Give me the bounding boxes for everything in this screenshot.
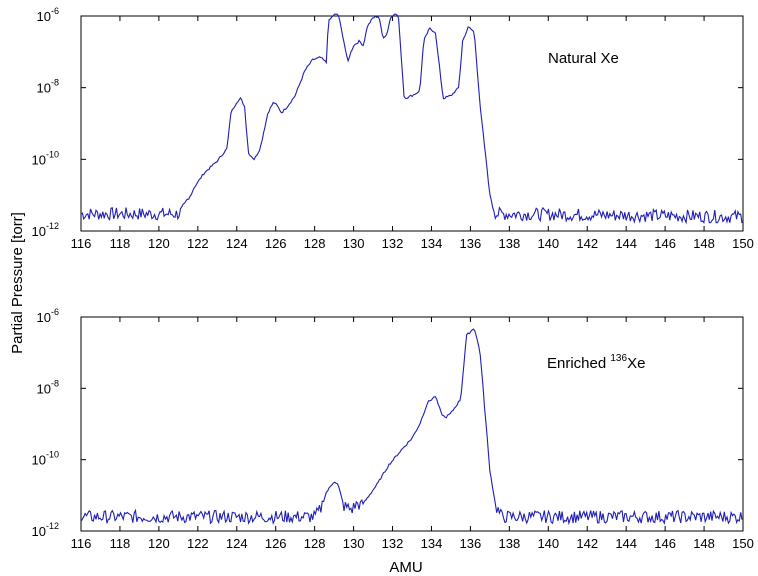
- x-tick-label: 130: [343, 536, 365, 551]
- y-axis-label: Partial Pressure [torr]: [9, 212, 26, 354]
- y-tick-label: 10-10: [32, 149, 59, 167]
- x-tick-label: 148: [693, 236, 715, 251]
- y-tick-label: 10-6: [37, 6, 59, 24]
- y-tick-label: 10-10: [32, 450, 59, 468]
- x-tick-label: 116: [71, 536, 92, 551]
- plot-frame: [80, 15, 744, 232]
- x-tick-label: 130: [343, 236, 365, 251]
- y-tick-label: 10-6: [37, 307, 59, 325]
- y-tick-label: 10-12: [32, 521, 59, 539]
- y-tick-label: 10-12: [32, 221, 59, 239]
- bottom-panel-enriched-xe: 116 118 120 122 124 126 128 130 132 134 136 138 140 1…: [32, 307, 754, 551]
- x-tick-label: 118: [110, 536, 131, 551]
- x-tick-label: 128: [304, 236, 326, 251]
- x-tick-label: 146: [654, 536, 676, 551]
- x-tick-label: 150: [732, 536, 754, 551]
- x-tick-label: 126: [265, 536, 287, 551]
- top-panel-natural-xe: 116 118 120 122 124 126 128 130 132 134 136 138 140 1…: [32, 6, 754, 251]
- x-tick-label: 134: [421, 536, 443, 551]
- x-tick-label: 144: [615, 236, 637, 251]
- x-tick-label: 120: [148, 536, 170, 551]
- x-tick-label: 144: [615, 536, 637, 551]
- x-tick-label: 142: [576, 536, 598, 551]
- x-axis-label: AMU: [389, 559, 422, 576]
- x-tick-label: 128: [304, 536, 326, 551]
- plot-frame: [80, 316, 744, 532]
- x-tick-label: 124: [226, 536, 248, 551]
- x-tick-label: 140: [537, 236, 559, 251]
- x-tick-label: 132: [382, 536, 404, 551]
- x-tick-label: 136: [460, 536, 482, 551]
- x-tick-label: 150: [732, 236, 754, 251]
- y-tick-label: 10-8: [37, 378, 59, 396]
- x-tick-label: 124: [226, 236, 248, 251]
- panel-annotation: Natural Xe: [548, 50, 619, 67]
- spectrum-line: [80, 13, 743, 225]
- x-tick-label: 136: [460, 236, 482, 251]
- x-tick-label: 146: [654, 236, 676, 251]
- x-tick-label: 142: [576, 236, 598, 251]
- x-tick-label: 126: [265, 236, 287, 251]
- x-tick-label: 140: [537, 536, 559, 551]
- panel-annotation: Enriched 136Xe: [547, 353, 645, 372]
- x-tick-label: 116: [71, 236, 92, 251]
- x-tick-label: 138: [499, 236, 521, 251]
- y-tick-label: 10-8: [37, 78, 59, 96]
- x-tick-label: 118: [110, 236, 131, 251]
- x-tick-label: 138: [499, 536, 521, 551]
- x-tick-label: 134: [421, 236, 443, 251]
- x-tick-label: 122: [187, 236, 209, 251]
- x-tick-label: 132: [382, 236, 404, 251]
- x-tick-label: 122: [187, 536, 209, 551]
- x-tick-label: 120: [148, 236, 170, 251]
- spectrum-line: [80, 328, 743, 526]
- x-tick-label: 148: [693, 536, 715, 551]
